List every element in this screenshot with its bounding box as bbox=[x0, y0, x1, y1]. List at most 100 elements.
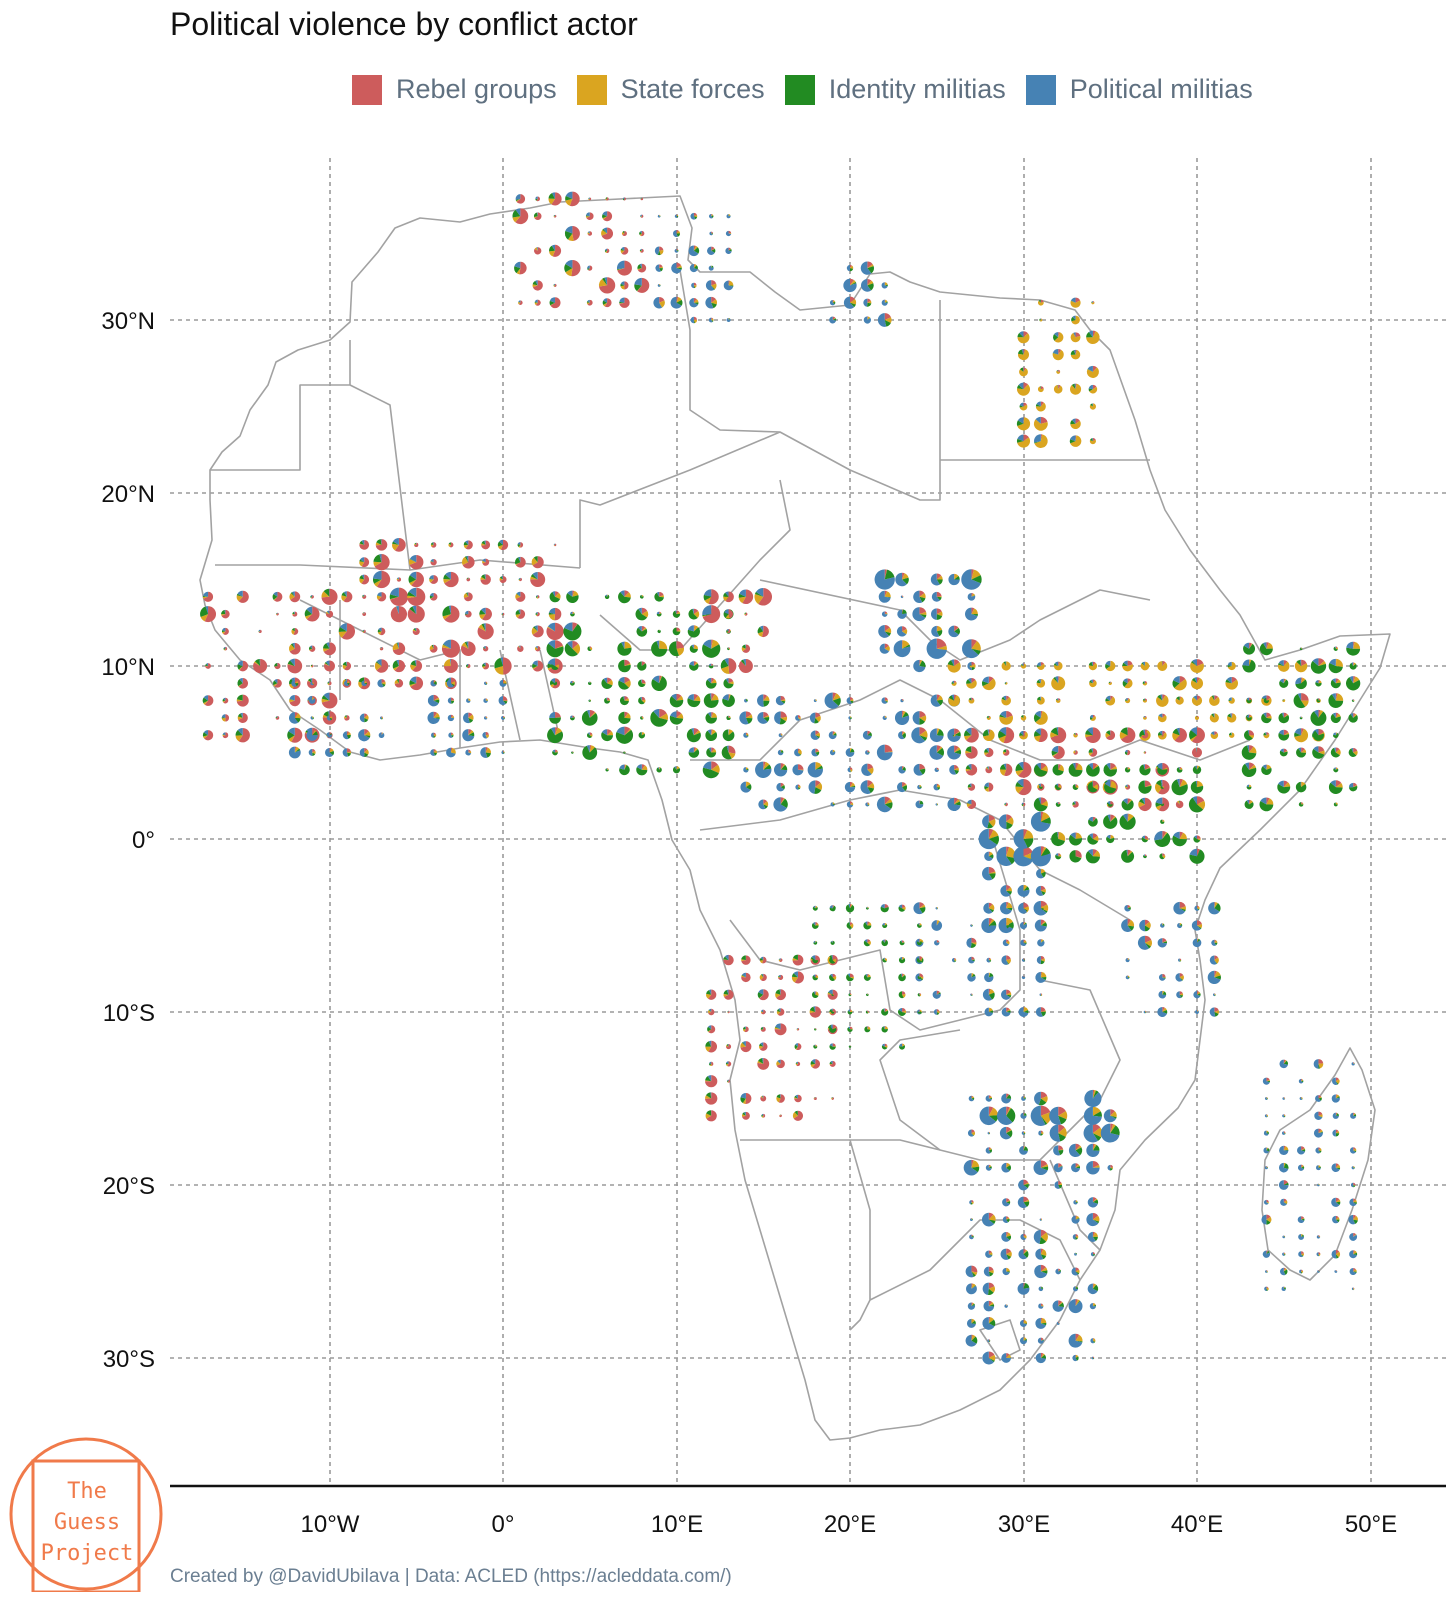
pie-slice bbox=[1040, 1219, 1042, 1221]
pie-slice bbox=[532, 660, 538, 666]
pie-slice bbox=[967, 678, 972, 684]
pie-slice bbox=[1087, 1283, 1098, 1295]
pie-slice bbox=[1331, 693, 1336, 701]
pie-slice bbox=[884, 612, 888, 615]
pie-slice bbox=[1119, 815, 1136, 830]
pie-slice bbox=[778, 975, 781, 978]
pie-slice bbox=[1334, 646, 1336, 649]
pie-slice bbox=[954, 732, 961, 737]
pie-slice bbox=[728, 232, 732, 234]
pie-slice bbox=[1144, 780, 1152, 788]
event-pie bbox=[1030, 846, 1051, 867]
pie-slice bbox=[586, 745, 590, 753]
event-pie bbox=[1015, 761, 1032, 778]
pie-slice bbox=[884, 904, 889, 909]
pie-slice bbox=[985, 1250, 993, 1258]
pie-slice bbox=[727, 1011, 729, 1013]
pie-slice bbox=[323, 642, 336, 656]
pie-slice bbox=[988, 992, 995, 1000]
pie-slice bbox=[1225, 679, 1232, 684]
event-pie bbox=[569, 680, 575, 686]
pie-slice bbox=[1261, 713, 1272, 724]
pie-slice bbox=[1162, 764, 1167, 770]
event-pie bbox=[848, 993, 852, 997]
pie-slice bbox=[1144, 835, 1149, 839]
pie-slice bbox=[1197, 765, 1200, 770]
pie-slice bbox=[988, 873, 996, 880]
event-pie bbox=[1072, 1354, 1079, 1362]
pie-slice bbox=[1294, 732, 1302, 737]
pie-slice bbox=[965, 607, 978, 621]
event-pie bbox=[982, 1282, 995, 1295]
event-pie bbox=[1315, 680, 1322, 687]
pie-slice bbox=[519, 261, 527, 275]
pie-slice bbox=[1006, 960, 1009, 965]
pie-slice bbox=[1192, 659, 1197, 666]
pie-slice bbox=[624, 698, 629, 701]
pie-slice bbox=[1070, 350, 1076, 355]
event-pie bbox=[898, 766, 906, 774]
pie-slice bbox=[1056, 698, 1059, 701]
pie-slice bbox=[637, 264, 642, 269]
pie-slice bbox=[461, 642, 469, 649]
pie-slice bbox=[1049, 1106, 1062, 1125]
pie-slice bbox=[409, 606, 417, 615]
pie-slice bbox=[1127, 849, 1132, 857]
pie-slice bbox=[1283, 1253, 1286, 1255]
pie-slice bbox=[619, 302, 625, 304]
pie-slice bbox=[273, 591, 278, 597]
event-pie bbox=[338, 623, 356, 640]
pie-slice bbox=[672, 766, 681, 774]
pie-slice bbox=[1052, 764, 1064, 776]
pie-slice bbox=[619, 696, 629, 706]
pie-slice bbox=[725, 591, 734, 603]
event-pie bbox=[236, 694, 249, 707]
event-pie bbox=[1089, 1302, 1097, 1310]
pie-slice bbox=[964, 730, 972, 737]
pie-slice bbox=[705, 1080, 712, 1082]
pie-slice bbox=[899, 1045, 906, 1050]
pie-slice bbox=[237, 727, 243, 736]
pie-slice bbox=[1040, 846, 1045, 857]
pie-slice bbox=[988, 854, 994, 859]
pie-slice bbox=[1144, 716, 1147, 718]
event-pie bbox=[1264, 1199, 1269, 1205]
pie-slice bbox=[763, 761, 770, 770]
pie-slice bbox=[554, 607, 562, 621]
pie-slice bbox=[1296, 659, 1302, 666]
event-pie bbox=[1017, 349, 1030, 361]
pie-slice bbox=[1137, 935, 1149, 950]
pie-slice bbox=[902, 710, 904, 718]
pie-slice bbox=[481, 623, 486, 632]
event-pie bbox=[1244, 799, 1254, 809]
pie-slice bbox=[936, 645, 947, 651]
event-pie bbox=[1020, 1112, 1027, 1119]
pie-slice bbox=[970, 993, 972, 996]
event-pie bbox=[479, 607, 492, 621]
pie-slice bbox=[982, 1351, 994, 1365]
pie-slice bbox=[693, 264, 697, 269]
pie-slice bbox=[745, 717, 753, 724]
pie-slice bbox=[516, 268, 521, 275]
pie-slice bbox=[1023, 1131, 1025, 1134]
pie-slice bbox=[1075, 1200, 1077, 1203]
pie-slice bbox=[884, 569, 887, 580]
pie-slice bbox=[1126, 849, 1128, 857]
pie-slice bbox=[1161, 733, 1163, 736]
event-pie bbox=[655, 264, 663, 272]
event-pie bbox=[740, 1041, 752, 1053]
pie-slice bbox=[1073, 801, 1076, 805]
pie-slice bbox=[1023, 434, 1029, 442]
pie-slice bbox=[530, 573, 538, 580]
pie-slice bbox=[1179, 922, 1182, 926]
event-pie bbox=[758, 799, 769, 810]
event-pie bbox=[727, 647, 730, 651]
pie-slice bbox=[711, 248, 716, 253]
pie-slice bbox=[809, 1010, 816, 1014]
pie-slice bbox=[481, 540, 491, 550]
pie-slice bbox=[1335, 1254, 1339, 1259]
event-pie bbox=[1103, 1109, 1117, 1123]
pie-slice bbox=[913, 763, 923, 776]
pie-slice bbox=[548, 614, 556, 621]
pie-slice bbox=[986, 957, 991, 963]
